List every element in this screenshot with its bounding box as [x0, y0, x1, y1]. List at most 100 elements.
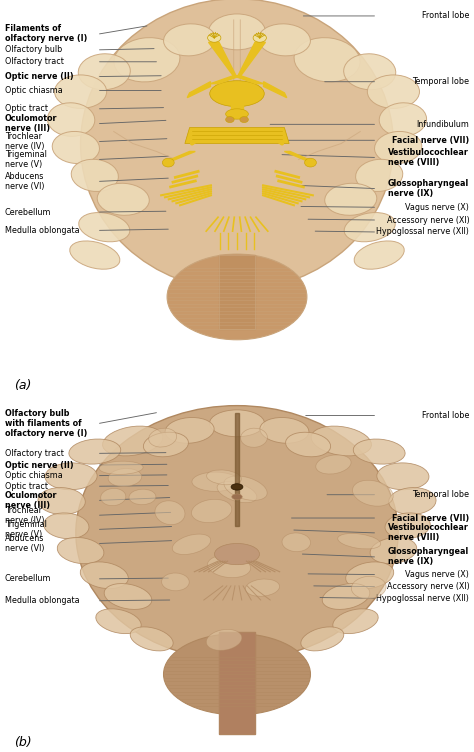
Ellipse shape	[325, 183, 377, 215]
Ellipse shape	[164, 634, 310, 715]
Ellipse shape	[55, 75, 107, 108]
Polygon shape	[231, 95, 243, 111]
Ellipse shape	[164, 24, 216, 56]
Ellipse shape	[96, 609, 141, 634]
Text: Infundibulum: Infundibulum	[416, 120, 469, 129]
Text: Optic tract: Optic tract	[5, 105, 48, 114]
Polygon shape	[210, 76, 241, 83]
Text: Olfactory tract: Olfactory tract	[5, 449, 64, 458]
Ellipse shape	[206, 629, 242, 650]
Text: Oculomotor
nerve (III): Oculomotor nerve (III)	[5, 491, 57, 510]
Ellipse shape	[104, 584, 152, 609]
Ellipse shape	[379, 103, 427, 136]
Ellipse shape	[351, 576, 386, 599]
Text: Frontal lobe: Frontal lobe	[422, 11, 469, 20]
Text: Frontal lobe: Frontal lobe	[422, 411, 469, 420]
Ellipse shape	[226, 109, 248, 119]
Ellipse shape	[253, 34, 266, 42]
Ellipse shape	[70, 241, 120, 269]
Text: Temporal lobe: Temporal lobe	[412, 490, 469, 499]
Text: Hypoglossal nerve (XII): Hypoglossal nerve (XII)	[376, 594, 469, 603]
Ellipse shape	[353, 481, 393, 506]
Ellipse shape	[389, 487, 436, 514]
Text: Facial nerve (VII): Facial nerve (VII)	[392, 136, 469, 145]
Text: Optic tract: Optic tract	[5, 482, 48, 491]
Ellipse shape	[52, 132, 100, 163]
Text: Glossopharyngeal
nerve (IX): Glossopharyngeal nerve (IX)	[388, 547, 469, 566]
Text: Cerebellum: Cerebellum	[5, 575, 51, 584]
Text: Trigeminal
nerve (V): Trigeminal nerve (V)	[5, 520, 46, 539]
Ellipse shape	[114, 38, 180, 82]
Ellipse shape	[232, 494, 242, 499]
Ellipse shape	[210, 80, 264, 107]
Ellipse shape	[377, 463, 429, 490]
Ellipse shape	[165, 417, 214, 443]
Ellipse shape	[162, 158, 174, 167]
Ellipse shape	[130, 627, 173, 651]
Text: Vagus nerve (X): Vagus nerve (X)	[405, 570, 469, 579]
Polygon shape	[187, 82, 210, 98]
Text: Facial nerve (VII): Facial nerve (VII)	[392, 514, 469, 523]
Ellipse shape	[102, 426, 163, 456]
Ellipse shape	[246, 579, 280, 596]
Polygon shape	[219, 255, 255, 329]
Ellipse shape	[47, 103, 95, 136]
Ellipse shape	[162, 573, 189, 591]
Text: Medulla oblongata: Medulla oblongata	[5, 596, 79, 605]
Text: Abducens
nerve (VI): Abducens nerve (VI)	[5, 534, 44, 553]
Ellipse shape	[69, 439, 121, 464]
Ellipse shape	[129, 490, 156, 505]
Ellipse shape	[192, 472, 239, 491]
Ellipse shape	[173, 534, 211, 554]
Text: Temporal lobe: Temporal lobe	[412, 77, 469, 86]
Text: (b): (b)	[14, 735, 32, 749]
Ellipse shape	[100, 489, 126, 505]
Ellipse shape	[44, 513, 89, 538]
Ellipse shape	[149, 428, 177, 447]
Polygon shape	[284, 151, 313, 162]
Ellipse shape	[79, 213, 130, 242]
Ellipse shape	[240, 117, 248, 123]
Ellipse shape	[322, 584, 370, 609]
Ellipse shape	[231, 484, 243, 490]
Ellipse shape	[217, 482, 257, 502]
Ellipse shape	[353, 439, 405, 464]
Ellipse shape	[45, 463, 97, 490]
Ellipse shape	[191, 499, 232, 523]
Text: (a): (a)	[14, 378, 32, 392]
Ellipse shape	[81, 0, 393, 290]
Ellipse shape	[367, 75, 419, 108]
Text: Filaments of
olfactory nerve (I): Filaments of olfactory nerve (I)	[5, 24, 87, 44]
Text: Glossopharyngeal
nerve (IX): Glossopharyngeal nerve (IX)	[388, 179, 469, 198]
Text: Optic chiasma: Optic chiasma	[5, 86, 63, 95]
Text: Olfactory bulb: Olfactory bulb	[5, 45, 62, 54]
Ellipse shape	[226, 117, 234, 123]
Ellipse shape	[385, 513, 430, 538]
Text: Abducens
nerve (VI): Abducens nerve (VI)	[5, 171, 44, 191]
Ellipse shape	[316, 455, 351, 474]
Ellipse shape	[301, 627, 344, 651]
Text: Trochlear
nerve (IV): Trochlear nerve (IV)	[5, 132, 44, 151]
Ellipse shape	[167, 254, 307, 340]
Text: Medulla oblongata: Medulla oblongata	[5, 226, 79, 235]
Ellipse shape	[155, 501, 185, 525]
Ellipse shape	[214, 544, 259, 565]
Ellipse shape	[97, 183, 149, 215]
Ellipse shape	[294, 38, 360, 82]
Ellipse shape	[282, 533, 310, 552]
Polygon shape	[185, 128, 289, 144]
Text: Trigeminal
nerve (V): Trigeminal nerve (V)	[5, 150, 46, 169]
Ellipse shape	[207, 470, 241, 485]
Text: Vagus nerve (X): Vagus nerve (X)	[405, 203, 469, 212]
Text: Olfactory bulb
with filaments of
olfactory nerve (I): Olfactory bulb with filaments of olfacto…	[5, 409, 87, 438]
Ellipse shape	[210, 410, 264, 437]
Ellipse shape	[356, 159, 403, 192]
Text: Cerebellum: Cerebellum	[5, 208, 51, 217]
Text: Optic nerve (II): Optic nerve (II)	[5, 72, 73, 81]
Ellipse shape	[333, 609, 378, 634]
Ellipse shape	[144, 432, 188, 456]
Polygon shape	[233, 76, 264, 83]
Text: Accessory nerve (XI): Accessory nerve (XI)	[386, 582, 469, 591]
Polygon shape	[238, 42, 265, 76]
Ellipse shape	[344, 54, 396, 89]
